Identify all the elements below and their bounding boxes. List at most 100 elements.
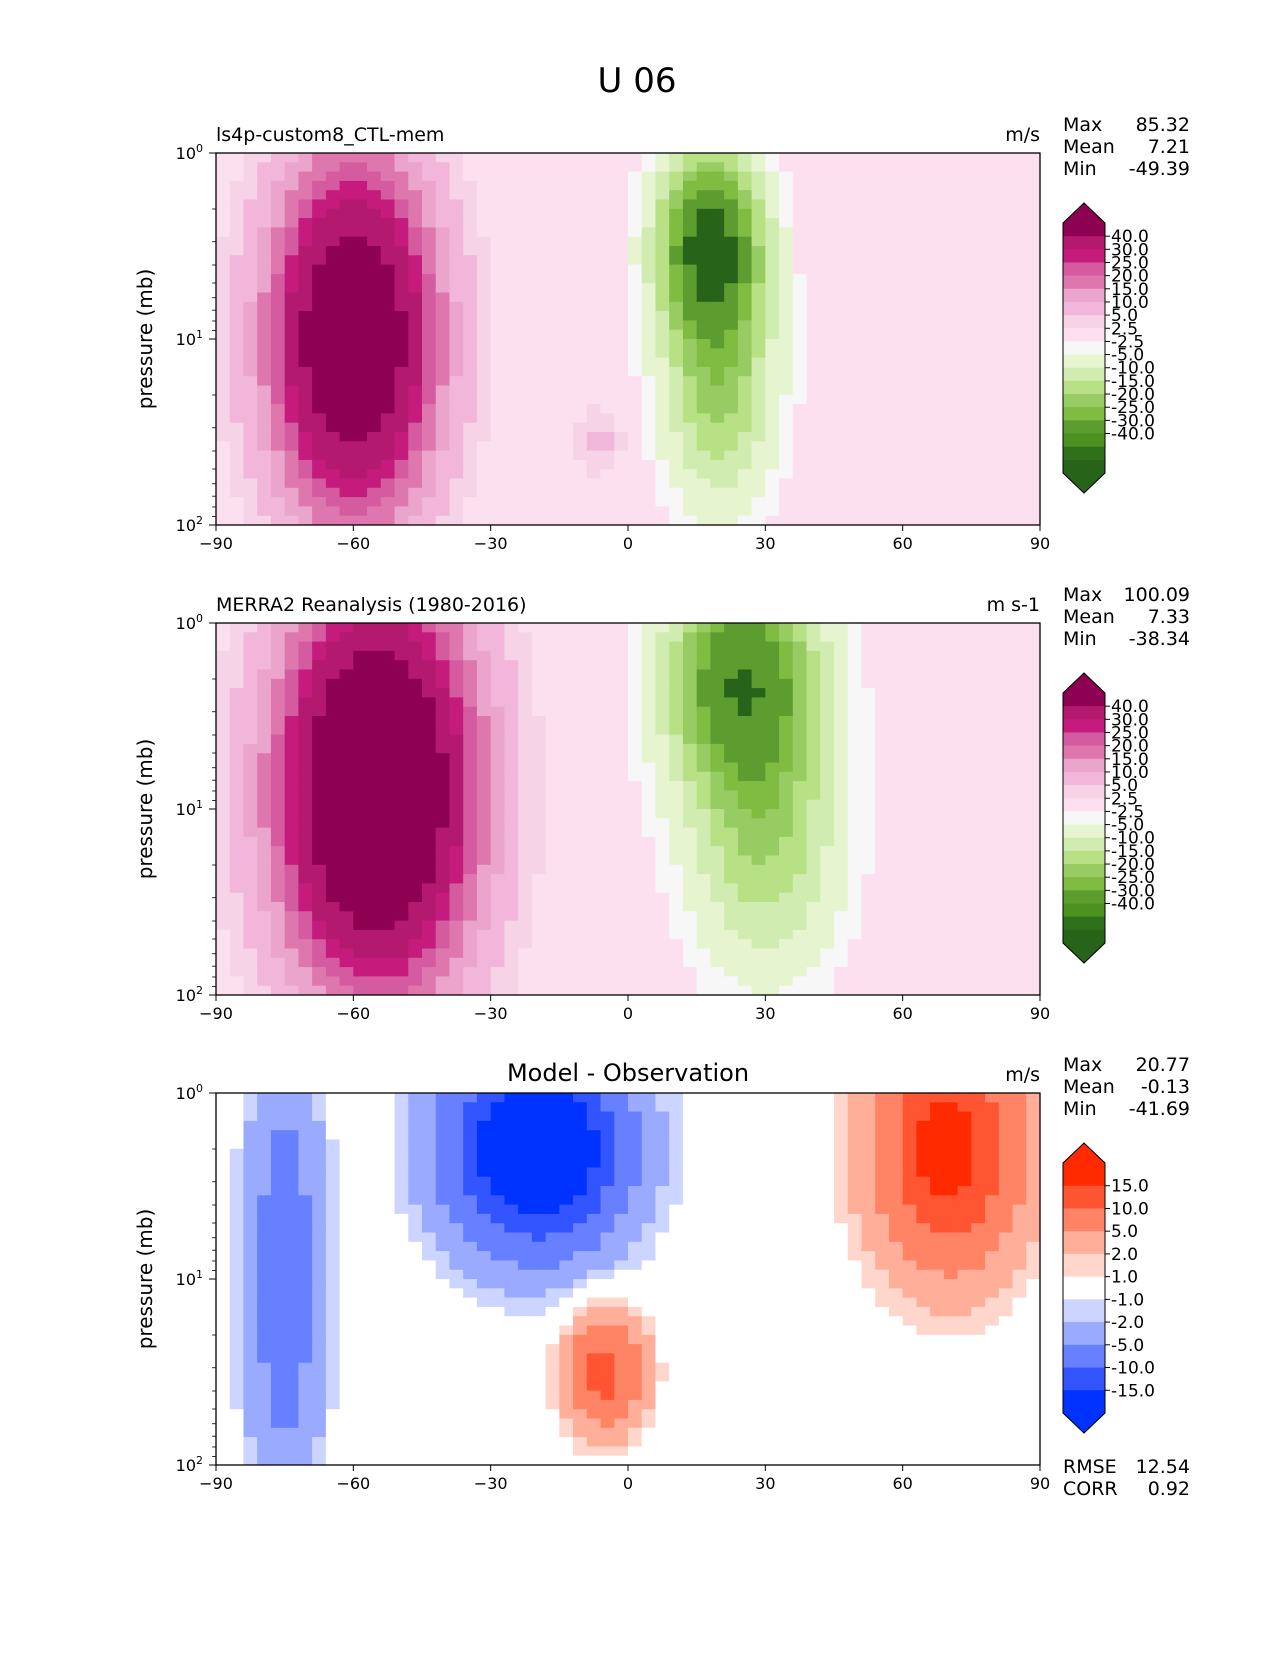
contour-cell [298, 395, 312, 405]
contour-cell [463, 846, 477, 856]
contour-cell [655, 707, 669, 717]
contour-cell [491, 516, 505, 526]
contour-cell [669, 200, 683, 210]
contour-cell [765, 311, 779, 321]
contour-cell [779, 707, 793, 717]
contour-cell [381, 632, 395, 642]
contour-cell [559, 679, 573, 689]
contour-cell [889, 772, 903, 782]
contour-cell [683, 939, 697, 949]
contour-cell [1013, 367, 1027, 377]
contour-cell [985, 874, 999, 884]
contour-cell [381, 227, 395, 237]
contour-cell [477, 246, 491, 256]
contour-cell [573, 441, 587, 451]
contour-cell [724, 246, 738, 256]
contour-cell [958, 949, 972, 959]
contour-cell [546, 772, 560, 782]
contour-cell [944, 311, 958, 321]
contour-cell [216, 246, 230, 256]
contour-cell [559, 265, 573, 275]
contour-cell [573, 837, 587, 847]
contour-cell [312, 930, 326, 940]
contour-cell [614, 497, 628, 507]
contour-cell [298, 697, 312, 707]
contour-cell [216, 469, 230, 479]
contour-cell [642, 818, 656, 828]
contour-cell [436, 227, 450, 237]
contour-cell [738, 809, 752, 819]
contour-cell [436, 976, 450, 986]
contour-cell [1013, 809, 1027, 819]
contour-cell [738, 846, 752, 856]
contour-cell [257, 818, 271, 828]
contour-cell [944, 781, 958, 791]
contour-cell [669, 190, 683, 200]
contour-cell [765, 200, 779, 210]
contour-cell [559, 302, 573, 312]
contour-cell [930, 921, 944, 931]
contour-cell [834, 227, 848, 237]
contour-cell [546, 181, 560, 191]
contour-cell [738, 255, 752, 265]
contour-cell [518, 451, 532, 461]
contour-cell [1026, 911, 1040, 921]
contour-cell [298, 883, 312, 893]
x-tick-label: 60 [892, 1004, 912, 1023]
contour-cell [285, 735, 299, 745]
contour-cell [285, 921, 299, 931]
contour-cell [257, 153, 271, 163]
contour-cell [367, 660, 381, 670]
contour-cell [683, 632, 697, 642]
contour-cell [243, 218, 257, 228]
contour-cell [861, 479, 875, 489]
contour-cell [916, 790, 930, 800]
contour-cell [449, 153, 463, 163]
contour-cell [752, 828, 766, 838]
contour-cell [683, 469, 697, 479]
contour-cell [916, 488, 930, 498]
contour-cell [738, 818, 752, 828]
contour-cell [614, 460, 628, 470]
contour-cell [504, 828, 518, 838]
contour-cell [381, 651, 395, 661]
contour-cell [395, 781, 409, 791]
contour-cell [285, 976, 299, 986]
contour-cell [614, 423, 628, 433]
contour-cell [395, 735, 409, 745]
contour-cell [944, 716, 958, 726]
contour-cell [820, 395, 834, 405]
contour-cell [683, 237, 697, 247]
contour-cell [614, 874, 628, 884]
contour-cell [889, 488, 903, 498]
contour-cell [271, 218, 285, 228]
contour-cell [312, 642, 326, 652]
contour-cell [381, 623, 395, 633]
contour-cell [477, 874, 491, 884]
contour-cell [257, 725, 271, 735]
contour-cell [285, 883, 299, 893]
contour-cell [395, 413, 409, 423]
contour-cell [436, 688, 450, 698]
contour-cell [614, 976, 628, 986]
contour-cell [491, 753, 505, 763]
contour-cell [381, 516, 395, 526]
contour-cell [848, 883, 862, 893]
contour-cell [353, 809, 367, 819]
contour-cell [724, 642, 738, 652]
contour-cell [903, 516, 917, 526]
contour-cell [601, 339, 615, 349]
contour-cell [875, 735, 889, 745]
contour-cell [738, 865, 752, 875]
contour-cell [628, 632, 642, 642]
contour-cell [395, 497, 409, 507]
contour-cell [340, 330, 354, 340]
contour-cell [271, 423, 285, 433]
contour-cell [807, 642, 821, 652]
contour-cell [532, 460, 546, 470]
contour-cell [628, 809, 642, 819]
contour-cell [477, 902, 491, 912]
contour-cell [889, 707, 903, 717]
contour-cell [257, 358, 271, 368]
contour-cell [243, 725, 257, 735]
